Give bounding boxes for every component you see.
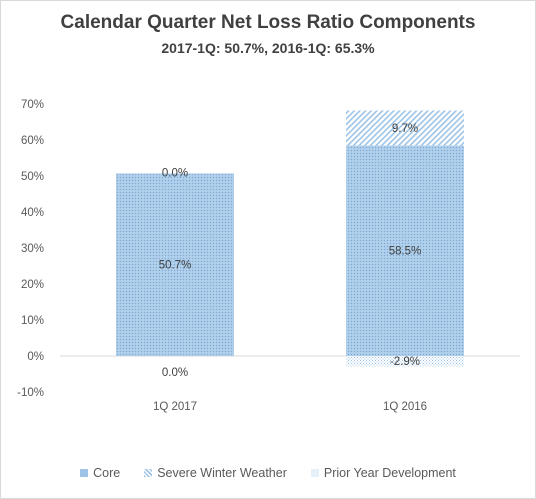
y-tick-label: 20% — [21, 279, 44, 291]
chart-title: Calendar Quarter Net Loss Ratio Componen… — [60, 12, 476, 33]
y-tick-label: -10% — [17, 387, 44, 399]
data-labels: 50.7% 0.0% 0.0% 58.5% 9.7% -2.9% — [159, 123, 422, 379]
data-label: -2.9% — [390, 356, 420, 368]
bar-segment — [346, 356, 464, 367]
bars — [116, 110, 464, 367]
y-tick-label: 40% — [21, 207, 44, 219]
x-axis: 1Q 2017 1Q 2016 — [153, 401, 427, 413]
y-tick-label: 60% — [21, 135, 44, 147]
category-label: 1Q 2016 — [383, 401, 427, 413]
data-label: 0.0% — [162, 167, 188, 179]
y-tick-label: 70% — [21, 99, 44, 111]
legend-label: Prior Year Development — [323, 466, 456, 480]
bar-segment — [346, 110, 464, 146]
y-tick-label: 0% — [27, 351, 44, 363]
legend-label: Severe Winter Weather — [157, 466, 287, 480]
y-tick-label: 30% — [21, 243, 44, 255]
legend-label: Core — [93, 466, 121, 480]
legend-item: Core — [80, 466, 120, 480]
data-label: 9.7% — [392, 123, 418, 135]
data-label: 58.5% — [389, 246, 422, 258]
bar-segment — [346, 145, 464, 356]
legend-swatch — [80, 469, 89, 477]
category-label: 1Q 2017 — [153, 401, 197, 413]
y-tick-label: 50% — [21, 171, 44, 183]
legend-swatch — [144, 469, 153, 477]
chart-subtitle: 2017-1Q: 50.7%, 2016-1Q: 65.3% — [161, 40, 375, 56]
legend-swatch — [310, 469, 319, 477]
data-label: 50.7% — [159, 260, 192, 272]
legend: Core Severe Winter Weather Prior Year Deve… — [0, 466, 536, 480]
legend-item: Severe Winter Weather — [144, 466, 287, 480]
bar-segment — [116, 173, 234, 356]
legend-item: Prior Year Development — [310, 466, 456, 480]
data-label: 0.0% — [162, 367, 188, 379]
y-tick-label: 10% — [21, 315, 44, 327]
